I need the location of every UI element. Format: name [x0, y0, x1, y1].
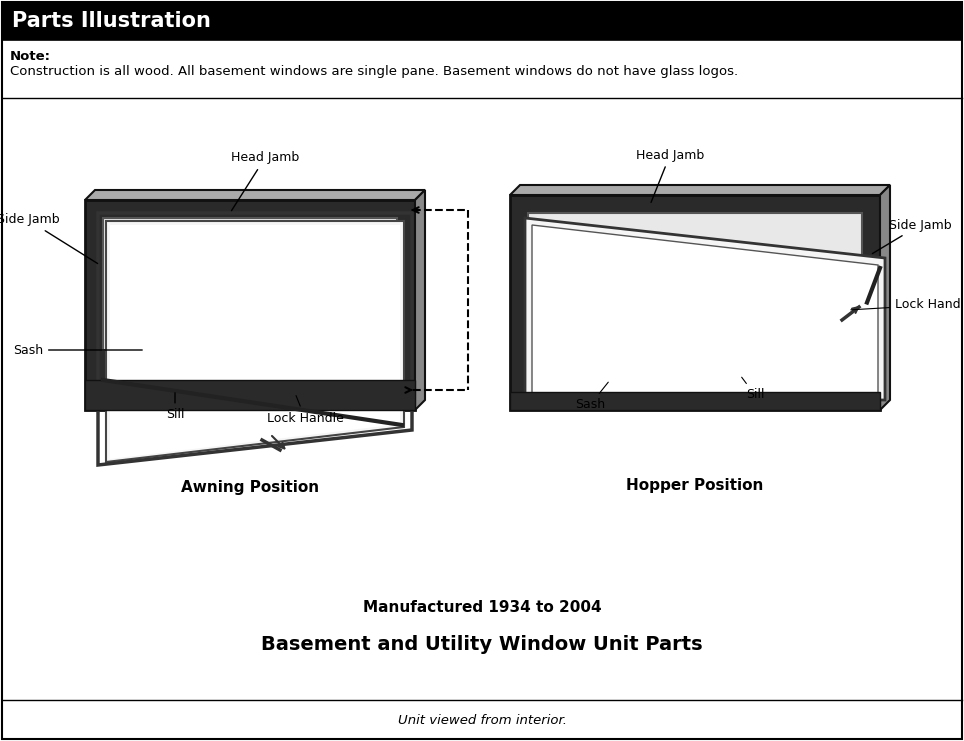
Text: Sill: Sill	[741, 377, 764, 402]
Text: Manufactured 1934 to 2004: Manufactured 1934 to 2004	[362, 600, 602, 616]
Polygon shape	[106, 221, 404, 462]
Bar	[510, 195, 880, 410]
Text: Side Jamb: Side Jamb	[872, 219, 951, 253]
Text: Awning Position: Awning Position	[181, 480, 319, 495]
Text: Sill: Sill	[166, 393, 184, 422]
Bar	[528, 213, 862, 392]
Polygon shape	[532, 225, 878, 393]
Text: Basement and Utility Window Unit Parts: Basement and Utility Window Unit Parts	[261, 636, 703, 654]
Text: Lock Handle: Lock Handle	[851, 299, 964, 311]
Text: Sash: Sash	[13, 344, 143, 356]
Polygon shape	[525, 218, 885, 400]
Text: Unit viewed from interior.: Unit viewed from interior.	[397, 714, 567, 726]
Bar	[85, 200, 415, 410]
Polygon shape	[85, 190, 425, 200]
Bar	[85, 380, 415, 410]
Bar	[510, 392, 880, 410]
Text: Lock Handle: Lock Handle	[267, 396, 343, 425]
Text: Head Jamb: Head Jamb	[636, 148, 704, 202]
Polygon shape	[880, 185, 890, 410]
Bar	[103, 218, 397, 350]
Text: Note:: Note:	[10, 50, 51, 63]
Text: Sash: Sash	[575, 382, 608, 411]
Text: Parts Illustration: Parts Illustration	[12, 11, 211, 31]
Polygon shape	[110, 225, 400, 459]
Text: Side Jamb: Side Jamb	[0, 213, 97, 264]
Polygon shape	[510, 185, 890, 195]
Bar	[2, 2, 962, 40]
Text: Construction is all wood. All basement windows are single pane. Basement windows: Construction is all wood. All basement w…	[10, 65, 738, 78]
Text: Hopper Position: Hopper Position	[627, 478, 763, 493]
Text: Head Jamb: Head Jamb	[230, 151, 299, 210]
Polygon shape	[415, 190, 425, 410]
